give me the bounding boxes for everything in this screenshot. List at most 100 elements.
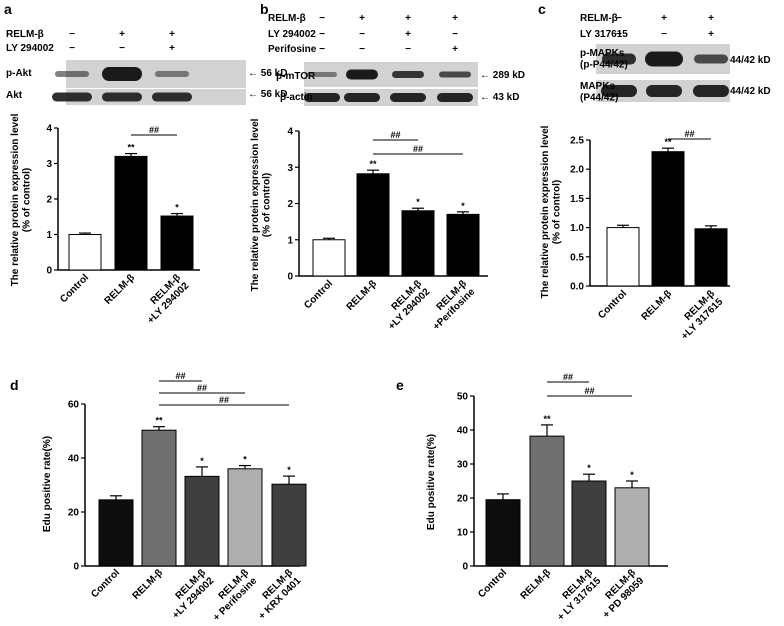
treatment-mark: + — [169, 29, 175, 40]
category-label: Control — [596, 288, 629, 321]
y-tick-label: 2.0 — [570, 165, 584, 176]
y-tick-label: 1 — [287, 235, 293, 246]
treatment-label: RELM-β — [268, 13, 306, 24]
category-label: RELM-β — [103, 272, 137, 306]
category-label: RELM-β+ LY 317615 — [547, 567, 603, 623]
blot-band — [602, 53, 636, 65]
treatment-mark: − — [405, 44, 411, 55]
bar — [614, 487, 650, 567]
y-tick-label: 4 — [46, 124, 52, 135]
kd-marker: ← 56 kD — [248, 68, 287, 79]
blot-band — [392, 71, 424, 78]
treatment-label: RELM-β — [580, 13, 618, 24]
blot-band — [346, 69, 378, 80]
panel-letter-d: d — [10, 377, 19, 393]
blot-band — [601, 85, 637, 97]
treatment-mark: − — [616, 13, 622, 24]
significance-mark: * — [461, 201, 465, 211]
category-label: RELM-β+LY 294002 — [137, 272, 191, 326]
treatment-mark: − — [616, 29, 622, 40]
y-tick-label: 10 — [457, 528, 469, 539]
treatment-mark: − — [319, 44, 325, 55]
treatment-label: LY 317615 — [580, 29, 628, 40]
treatment-mark: + — [405, 13, 411, 24]
bar — [227, 468, 263, 567]
y-axis-label: Edu positive rate(%) — [426, 434, 437, 530]
treatment-mark: + — [452, 44, 458, 55]
y-tick-label: 1.0 — [570, 223, 584, 234]
y-tick-label: 0.5 — [570, 252, 584, 263]
blot-band — [645, 51, 683, 67]
category-label: RELM-β — [640, 288, 674, 322]
kd-marker: 44/42 kD — [730, 86, 771, 97]
category-label: RELM-β+LY 317615 — [671, 288, 725, 342]
category-label: RELM-β+ PD 98059 — [593, 567, 647, 621]
bar — [651, 151, 685, 287]
kd-marker: ← 289 kD — [480, 70, 525, 81]
blot-label: Akt — [6, 90, 23, 101]
category-label: Control — [89, 567, 122, 600]
y-tick-label: 0 — [73, 562, 79, 573]
treatment-label: RELM-β — [6, 29, 44, 40]
treatment-label: LY 294002 — [268, 29, 316, 40]
y-tick-label: 0 — [287, 272, 293, 283]
y-axis-label: The relative protein expression level(% … — [250, 118, 273, 291]
kd-marker: ← 43 kD — [480, 92, 519, 103]
category-label: RELM-β+ Perifosine — [203, 567, 260, 624]
treatment-mark: − — [319, 13, 325, 24]
significance-mark: ** — [127, 143, 135, 153]
blot-label: MAPKs (P44/42) — [580, 81, 618, 104]
y-tick-label: 2 — [287, 199, 293, 210]
category-label: RELM-β+LY 294002 — [378, 278, 432, 332]
y-tick-label: 4 — [287, 127, 293, 138]
comparison-label: ## — [149, 125, 159, 135]
treatment-mark: + — [169, 43, 175, 54]
category-label: RELM-β — [345, 278, 379, 312]
y-axis-label: Edu positive rate(%) — [42, 436, 53, 532]
bar — [606, 227, 640, 287]
y-tick-label: 2.5 — [570, 136, 584, 147]
blot-band — [102, 92, 142, 102]
y-tick-label: 3 — [287, 163, 293, 174]
bar — [446, 213, 480, 277]
bar — [184, 475, 220, 567]
y-tick-label: 20 — [457, 494, 469, 505]
category-label: Control — [302, 278, 335, 311]
treatment-mark: − — [359, 44, 365, 55]
panel-letter-c: c — [538, 1, 546, 17]
category-label: RELM-β — [131, 567, 165, 601]
treatment-mark: + — [661, 13, 667, 24]
blot-band — [155, 71, 189, 77]
treatment-label: Perifosine — [268, 44, 317, 55]
treatment-mark: − — [319, 29, 325, 40]
treatment-mark: + — [452, 13, 458, 24]
bar — [401, 210, 435, 277]
y-axis-label: The relative protein expression level(% … — [540, 125, 563, 298]
y-tick-label: 3 — [46, 159, 52, 170]
significance-mark: ** — [543, 414, 551, 424]
chart-b: 0 1 2 3 4 The relative protein expression lev… — [250, 118, 488, 333]
treatment-mark: − — [69, 43, 75, 54]
blot-band — [439, 71, 471, 78]
y-axis-label: The relative protein expression level(% … — [10, 113, 33, 286]
blot-label: p-mTOR — [276, 71, 316, 82]
blot-band — [693, 85, 729, 97]
significance-mark: ** — [664, 137, 672, 147]
panel-letter-b: b — [260, 1, 269, 17]
blot-band — [304, 93, 340, 102]
y-tick-label: 0 — [462, 562, 468, 573]
y-tick-label: 2 — [46, 195, 52, 206]
panel-letter-e: e — [396, 377, 404, 393]
blot-label: β-actin — [280, 92, 313, 103]
blot-band — [646, 85, 682, 97]
comparison-label: ## — [684, 129, 694, 139]
bar — [485, 499, 521, 567]
treatment-mark: − — [359, 29, 365, 40]
bar — [271, 483, 307, 567]
y-tick-label: 40 — [68, 454, 80, 465]
